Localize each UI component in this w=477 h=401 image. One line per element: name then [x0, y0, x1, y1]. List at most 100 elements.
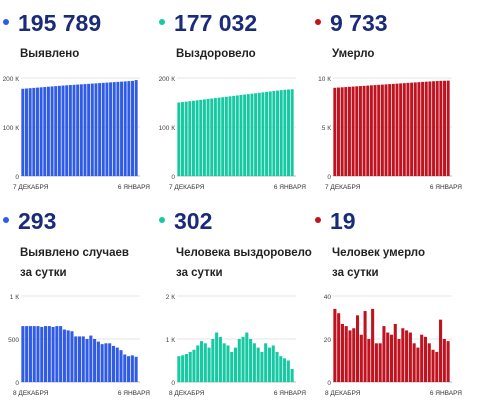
bar: [72, 84, 76, 176]
bar: [243, 94, 247, 176]
recovered-daily-label-line1: Человека выздоровело: [176, 247, 312, 259]
y-tick-label: 0: [171, 380, 175, 387]
x-end-label: 6 ЯНВАРЯ: [274, 184, 306, 191]
bar: [130, 355, 134, 382]
recovered-daily-value: 302: [159, 208, 212, 235]
bar: [410, 82, 414, 176]
chart-detected-total: 0 100 К 200 К 7 ДЕКАБРЯ 6 ЯНВАРЯ: [3, 76, 151, 191]
bar: [177, 102, 181, 176]
bar: [43, 87, 47, 176]
bar: [120, 81, 124, 176]
bar: [127, 356, 131, 382]
bar: [191, 100, 195, 176]
bar: [399, 83, 403, 176]
bar: [28, 326, 32, 382]
bar: [188, 101, 192, 176]
bar: [32, 326, 36, 382]
y-tick-label: 1 К: [10, 294, 19, 301]
bar: [123, 354, 127, 382]
deaths-total-number: 9 733: [330, 10, 388, 36]
bar: [217, 97, 221, 176]
bar: [232, 95, 236, 176]
bar: [195, 100, 199, 176]
bar: [21, 88, 25, 176]
bar: [222, 343, 226, 382]
bar: [218, 336, 222, 382]
x-start-label: 8 ДЕКАБРЯ: [13, 390, 49, 397]
bar: [46, 86, 50, 176]
bar: [246, 94, 250, 176]
bar: [257, 92, 261, 176]
x-end-label: 6 ЯНВАРЯ: [274, 390, 306, 397]
bar: [423, 336, 428, 382]
deaths-total-value: 9 733: [315, 10, 388, 37]
bar: [184, 354, 188, 382]
bar: [50, 86, 54, 176]
bar: [68, 85, 72, 176]
series-dot-icon: [3, 216, 9, 223]
bar: [241, 336, 245, 382]
bar: [199, 341, 204, 382]
bar: [40, 326, 44, 382]
bar: [25, 88, 28, 176]
bar: [66, 330, 70, 382]
bar: [213, 98, 217, 176]
bar: [340, 323, 344, 382]
bar: [389, 334, 394, 382]
y-tick-label: 0: [327, 174, 331, 181]
bar: [100, 344, 104, 382]
bar: [115, 347, 119, 382]
bar: [279, 90, 283, 176]
bar: [131, 80, 134, 176]
bar: [235, 95, 239, 176]
bar: [380, 84, 384, 176]
bar: [47, 326, 51, 382]
bar: [446, 341, 450, 382]
recovered-daily-label-line2: за сутки: [176, 267, 223, 279]
bar: [108, 343, 112, 382]
bar: [51, 326, 55, 382]
bar: [275, 351, 279, 382]
chart-deaths-total: 0 5 К 10 К 7 ДЕКАБРЯ 6 ЯНВАРЯ: [318, 76, 462, 191]
bar: [382, 326, 386, 382]
bar: [112, 82, 116, 176]
bar: [123, 81, 127, 176]
detected-total-label: Выявлено: [20, 48, 80, 60]
bar: [36, 326, 40, 382]
series-dot-icon: [159, 216, 165, 223]
bar: [413, 82, 417, 176]
bar: [374, 343, 378, 382]
bar: [196, 345, 200, 382]
bar: [87, 83, 91, 176]
bar: [177, 356, 181, 382]
series-dot-icon: [3, 18, 9, 25]
bar: [94, 83, 98, 176]
bar: [435, 351, 439, 382]
x-end-label: 6 ЯНВАРЯ: [118, 390, 150, 397]
bar: [283, 358, 287, 382]
bar: [344, 87, 348, 176]
bar: [290, 369, 294, 382]
bar: [261, 92, 265, 176]
detected-daily-label-line1: Выявлено случаев: [20, 247, 129, 259]
bar: [134, 356, 138, 382]
bar: [366, 85, 370, 176]
bar: [211, 339, 215, 382]
deaths-daily-label: Человек умерло за сутки: [332, 245, 425, 281]
bar: [96, 341, 100, 382]
bar: [93, 339, 97, 382]
bar: [358, 86, 362, 176]
bar: [28, 88, 32, 176]
bar: [271, 345, 275, 382]
y-tick-label: 100 К: [3, 125, 20, 132]
bar: [59, 326, 63, 382]
x-start-label: 8 ДЕКАБРЯ: [169, 390, 205, 397]
bar: [267, 347, 272, 382]
deaths-daily-label-line1: Человек умерло: [332, 247, 425, 259]
bar: [62, 329, 66, 382]
bar: [439, 319, 443, 382]
bar: [355, 315, 360, 382]
bar: [344, 326, 348, 382]
bar: [77, 336, 82, 382]
bar: [397, 339, 401, 382]
